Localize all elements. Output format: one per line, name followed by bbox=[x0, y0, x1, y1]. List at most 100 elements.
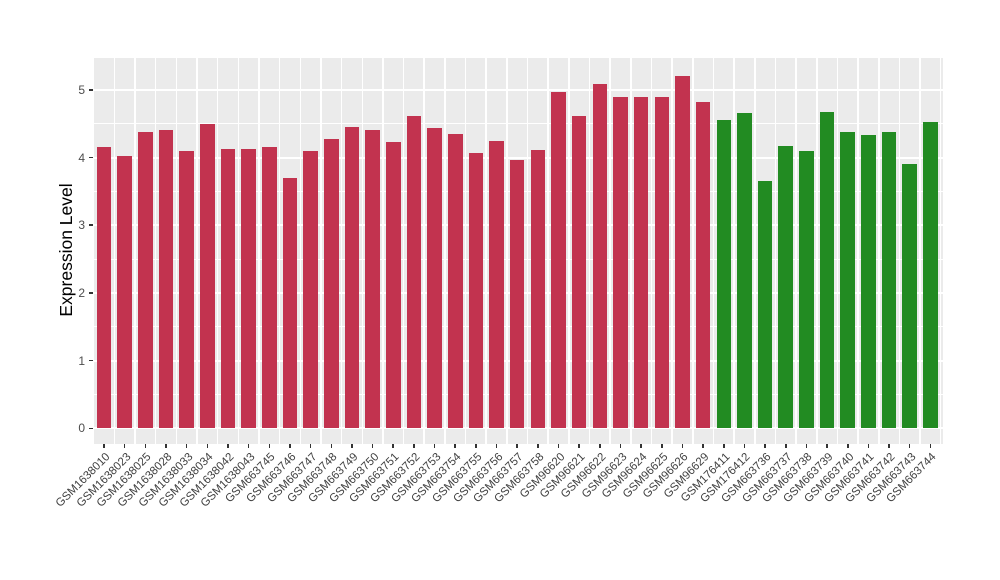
gridline-vertical bbox=[568, 58, 570, 444]
plot-panel bbox=[93, 58, 943, 444]
x-tick-mark bbox=[392, 444, 394, 448]
gridline-vertical bbox=[836, 58, 839, 444]
x-tick-mark bbox=[702, 444, 704, 448]
gridline-vertical bbox=[526, 58, 529, 444]
gridline-vertical bbox=[423, 58, 425, 444]
gridline-vertical bbox=[671, 58, 673, 444]
bar-GSM663742 bbox=[881, 132, 897, 429]
bar-GSM96622 bbox=[592, 84, 608, 429]
x-tick-mark bbox=[144, 444, 147, 448]
bar-GSM96625 bbox=[654, 96, 670, 429]
gridline-vertical bbox=[93, 58, 95, 444]
bar-GSM663749 bbox=[344, 127, 360, 429]
y-tick-label: 3 bbox=[78, 218, 85, 233]
x-tick-mark bbox=[785, 444, 787, 448]
bar-GSM1638034 bbox=[200, 123, 215, 429]
gridline-major bbox=[93, 156, 943, 159]
x-tick-mark bbox=[454, 444, 456, 448]
bar-GSM663738 bbox=[799, 150, 814, 429]
bar-GSM663739 bbox=[819, 112, 835, 429]
x-tick-mark bbox=[640, 444, 642, 448]
gridline-minor bbox=[93, 123, 943, 125]
y-tick-label: 5 bbox=[78, 82, 85, 97]
gridline-vertical bbox=[857, 58, 859, 444]
bar-GSM663737 bbox=[778, 145, 794, 429]
bar-GSM663744 bbox=[923, 122, 938, 429]
gridline-vertical bbox=[588, 58, 591, 444]
y-tick-label: 4 bbox=[78, 150, 85, 165]
x-tick-mark bbox=[413, 444, 415, 448]
bar-GSM1638010 bbox=[96, 147, 112, 429]
bar-GSM663746 bbox=[282, 177, 298, 429]
bar-GSM96629 bbox=[695, 101, 711, 429]
y-tick-label: 0 bbox=[78, 421, 85, 436]
x-tick-mark bbox=[433, 444, 436, 448]
x-tick-mark bbox=[103, 444, 105, 448]
gridline-vertical bbox=[795, 58, 797, 444]
x-tick-mark bbox=[764, 444, 766, 448]
bar-GSM1638023 bbox=[117, 156, 132, 429]
bar-GSM663741 bbox=[861, 135, 876, 429]
x-tick-mark bbox=[578, 444, 580, 448]
bar-GSM663736 bbox=[757, 181, 773, 429]
x-tick-mark bbox=[908, 444, 911, 448]
gridline-vertical bbox=[630, 58, 632, 444]
gridline-major bbox=[93, 88, 943, 91]
bar-GSM663755 bbox=[468, 152, 484, 429]
gridline-vertical bbox=[609, 58, 611, 444]
x-tick-mark bbox=[123, 444, 126, 448]
gridline-vertical bbox=[733, 58, 735, 444]
gridline-vertical bbox=[340, 58, 343, 444]
bar-GSM1638043 bbox=[241, 149, 256, 429]
y-tick-label: 2 bbox=[78, 285, 85, 300]
gridline-vertical bbox=[898, 58, 901, 444]
gridline-major bbox=[93, 427, 943, 430]
bar-GSM96626 bbox=[675, 75, 690, 429]
gridline-vertical bbox=[154, 58, 157, 444]
bar-GSM663748 bbox=[323, 138, 339, 429]
x-tick-mark bbox=[165, 444, 167, 448]
bar-GSM663747 bbox=[303, 150, 318, 429]
gridline-vertical bbox=[361, 58, 363, 444]
y-tick-mark bbox=[89, 156, 93, 159]
x-tick-mark bbox=[681, 444, 684, 448]
gridline-vertical bbox=[320, 58, 322, 444]
gridline-vertical bbox=[939, 58, 942, 444]
x-tick-mark bbox=[826, 444, 828, 448]
gridline-vertical bbox=[547, 58, 549, 444]
bar-GSM663743 bbox=[902, 164, 918, 429]
gridline-vertical bbox=[919, 58, 921, 444]
bar-GSM96624 bbox=[633, 96, 649, 429]
x-tick-mark bbox=[723, 444, 725, 448]
x-tick-mark bbox=[330, 444, 332, 448]
y-tick-mark bbox=[89, 89, 93, 91]
x-tick-mark bbox=[661, 444, 663, 448]
y-tick-mark bbox=[89, 292, 93, 294]
y-tick-mark bbox=[89, 224, 93, 226]
gridline-vertical bbox=[712, 58, 715, 444]
gridline-vertical bbox=[237, 58, 240, 444]
bar-GSM1638025 bbox=[138, 132, 153, 429]
bar-GSM663758 bbox=[530, 150, 546, 429]
x-tick-mark bbox=[227, 444, 229, 448]
bar-GSM96623 bbox=[613, 96, 628, 429]
bar-GSM176412 bbox=[737, 113, 752, 429]
bar-GSM663751 bbox=[385, 141, 401, 429]
gridline-vertical bbox=[506, 58, 508, 444]
gridline-vertical bbox=[196, 58, 198, 444]
bar-GSM663750 bbox=[365, 130, 380, 429]
bar-GSM1638028 bbox=[158, 130, 174, 429]
gridline-vertical bbox=[278, 58, 281, 444]
gridline-vertical bbox=[650, 58, 653, 444]
x-tick-mark bbox=[619, 444, 622, 448]
x-tick-mark bbox=[185, 444, 188, 448]
x-tick-mark bbox=[537, 444, 539, 448]
gridline-vertical bbox=[485, 58, 487, 444]
gridline-vertical bbox=[444, 58, 446, 444]
x-tick-mark bbox=[929, 444, 932, 448]
bar-GSM663756 bbox=[489, 140, 504, 429]
bar-GSM663752 bbox=[406, 115, 422, 429]
x-tick-mark bbox=[268, 444, 271, 448]
gridline-vertical bbox=[464, 58, 467, 444]
bar-GSM1638033 bbox=[179, 150, 194, 429]
